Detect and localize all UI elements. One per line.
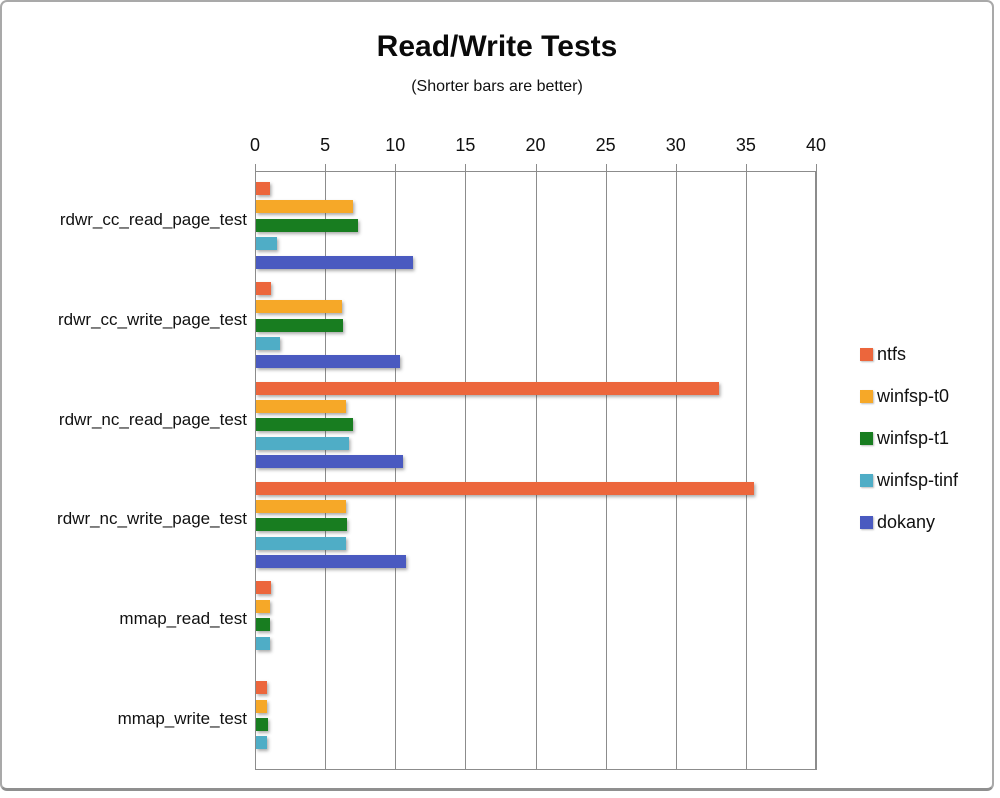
bar-winfsp-t0 <box>256 699 268 713</box>
bar-dokany <box>256 255 414 269</box>
axis-tick-mark <box>395 164 397 171</box>
bar-winfsp-t1 <box>256 518 348 532</box>
bar-winfsp-t0 <box>256 599 271 613</box>
legend-swatch <box>860 473 873 487</box>
gridline <box>395 171 397 770</box>
bar-winfsp-tinf <box>256 536 346 550</box>
axis-tick-label: 35 <box>735 135 756 155</box>
bar-dokany <box>256 555 407 569</box>
axis-tick-mark <box>325 164 327 171</box>
bar-ntfs <box>256 681 267 695</box>
axis-tick-mark <box>465 164 467 171</box>
gridline <box>745 171 747 770</box>
axis-tick-mark <box>535 164 537 171</box>
axis-tick-label: 0 <box>249 135 260 155</box>
category-label: mmap_write_test <box>117 709 247 729</box>
legend-swatch <box>860 515 873 529</box>
bar-winfsp-t1 <box>256 618 271 632</box>
axis-tick-label: 15 <box>455 135 476 155</box>
bar-winfsp-t0 <box>256 300 342 314</box>
legend-item-dokany: dokany <box>860 511 935 533</box>
chart-subtitle: (Shorter bars are better) <box>411 78 583 95</box>
axis-tick-mark <box>605 164 607 171</box>
bar-dokany <box>256 355 401 369</box>
legend-label: dokany <box>877 511 936 532</box>
bar-winfsp-t0 <box>256 200 353 214</box>
bar-winfsp-tinf <box>256 436 349 450</box>
legend-swatch <box>860 347 873 361</box>
axis-tick-mark <box>745 164 747 171</box>
bar-ntfs <box>256 381 719 395</box>
category-label: rdwr_nc_write_page_test <box>57 509 247 529</box>
plot-border <box>255 171 816 770</box>
gridline <box>535 171 537 770</box>
bar-ntfs <box>256 581 272 595</box>
bar-winfsp-t0 <box>256 499 346 513</box>
category-label: rdwr_cc_read_page_test <box>59 209 247 229</box>
bar-winfsp-tinf <box>256 636 271 650</box>
gridline <box>325 171 327 770</box>
category-label: mmap_read_test <box>119 609 247 629</box>
legend-item-winfsp-t0: winfsp-t0 <box>860 385 949 407</box>
bar-winfsp-tinf <box>256 736 268 750</box>
legend-swatch <box>860 431 873 445</box>
legend-swatch <box>860 389 873 403</box>
legend-label: ntfs <box>877 343 907 364</box>
axis-tick-label: 30 <box>665 135 686 155</box>
axis-tick-mark <box>816 164 817 171</box>
legend-item-winfsp-t1: winfsp-t1 <box>860 427 949 449</box>
bar-winfsp-tinf <box>256 237 278 251</box>
bar-winfsp-t1 <box>256 318 343 332</box>
gridline <box>605 171 607 770</box>
legend-item-ntfs: ntfs <box>860 343 906 365</box>
axis-tick-label: 25 <box>595 135 616 155</box>
legend-label: winfsp-t0 <box>877 385 950 406</box>
bar-ntfs <box>256 281 272 295</box>
gridline <box>465 171 467 770</box>
chart-title: Read/Write Tests <box>376 30 618 63</box>
bar-ntfs <box>256 481 754 495</box>
bar-winfsp-t0 <box>256 400 346 414</box>
axis-tick-label: 5 <box>320 135 331 155</box>
bar-ntfs <box>256 182 271 195</box>
category-label: rdwr_nc_read_page_test <box>58 409 247 429</box>
bar-winfsp-t1 <box>256 218 359 232</box>
axis-tick-label: 20 <box>525 135 546 155</box>
legend-label: winfsp-t1 <box>877 427 950 448</box>
gridline <box>816 171 817 770</box>
bar-winfsp-t1 <box>256 717 268 731</box>
bar-dokany <box>256 455 404 469</box>
bar-winfsp-tinf <box>256 337 280 351</box>
category-label: rdwr_cc_write_page_test <box>58 309 247 329</box>
legend-item-winfsp-tinf: winfsp-tinf <box>860 469 958 491</box>
axis-tick-label: 40 <box>805 135 827 155</box>
legend-label: winfsp-tinf <box>877 469 959 490</box>
axis-tick-mark <box>675 164 677 171</box>
bar-winfsp-t1 <box>256 418 353 432</box>
axis-tick-label: 10 <box>385 135 406 155</box>
axis-tick-mark <box>255 164 256 171</box>
gridline <box>675 171 677 770</box>
